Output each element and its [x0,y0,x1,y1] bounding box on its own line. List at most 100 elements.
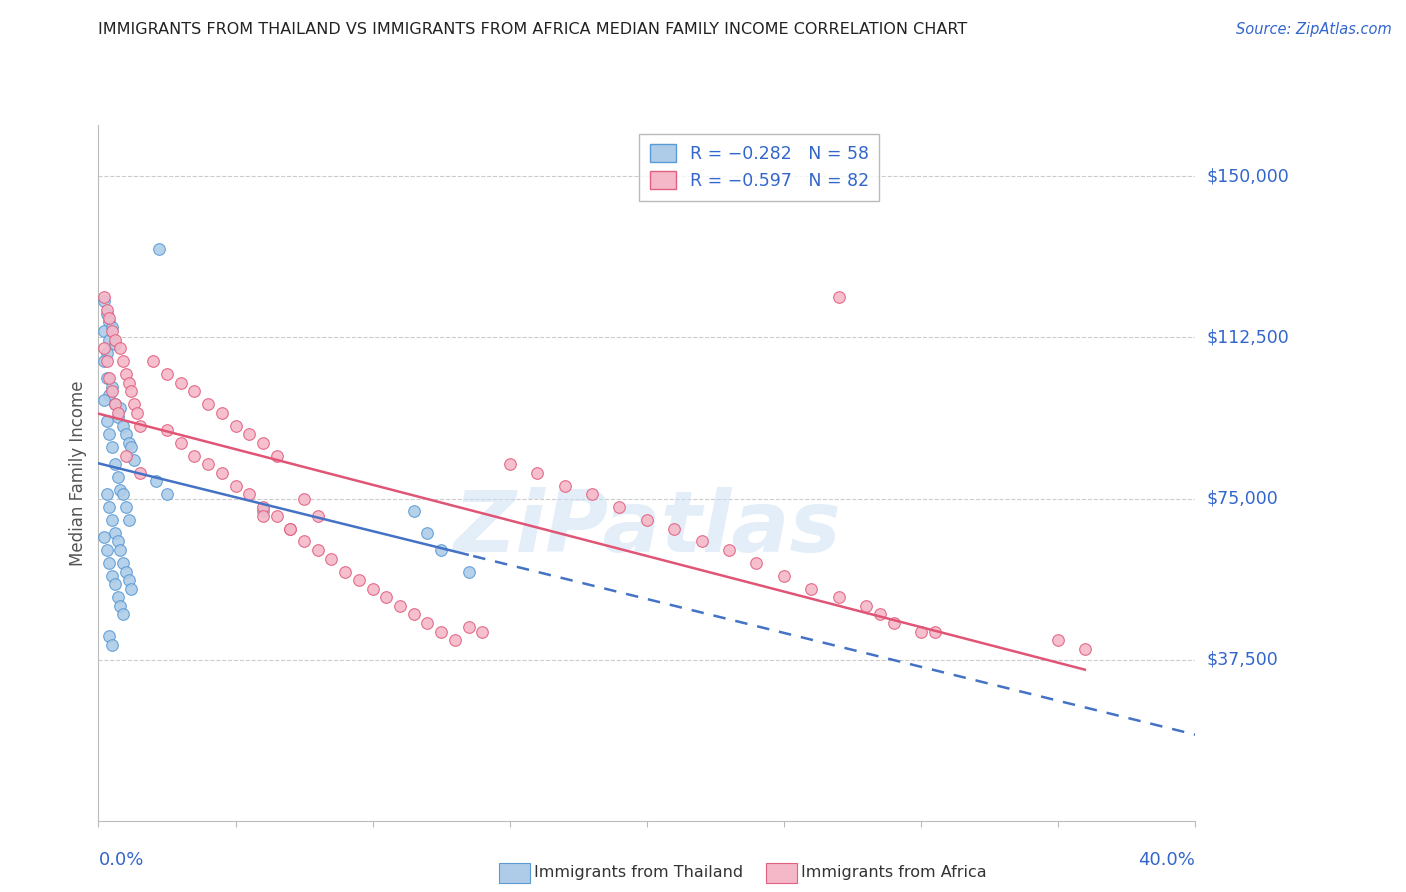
Point [104,333,127,347]
Point [924,624,946,639]
Point [664,522,686,536]
Point [117,435,139,450]
Point [93,290,115,304]
Point [581,487,603,501]
Point [197,457,219,471]
Point [110,401,132,416]
Point [148,243,170,257]
Point [107,406,129,420]
Point [93,324,115,338]
Point [430,543,453,558]
Point [142,354,165,368]
Point [361,582,384,596]
Point [98,500,121,515]
Point [120,582,142,596]
Point [101,324,124,338]
Point [252,508,274,523]
Point [170,376,193,390]
Point [104,397,127,411]
Point [156,487,179,501]
Point [883,616,905,631]
Point [183,384,205,399]
Point [252,435,274,450]
Point [128,466,150,480]
Y-axis label: Median Family Income: Median Family Income [69,380,87,566]
Point [1074,641,1097,656]
Point [107,534,129,549]
Point [128,418,150,433]
Point [107,470,129,484]
Point [197,397,219,411]
Point [430,624,453,639]
Point [98,311,121,326]
Point [745,556,768,570]
Point [457,620,479,634]
Point [402,504,425,518]
Point [773,569,796,583]
Text: $112,500: $112,500 [1206,328,1289,346]
Point [101,440,124,454]
Point [828,290,851,304]
Point [115,500,138,515]
Text: ZiPatlas: ZiPatlas [453,487,841,570]
Point [96,487,118,501]
Point [98,388,121,402]
Point [96,345,118,359]
Point [1046,633,1070,648]
Point [104,525,127,540]
Point [526,466,548,480]
Text: IMMIGRANTS FROM THAILAND VS IMMIGRANTS FROM AFRICA MEDIAN FAMILY INCOME CORRELAT: IMMIGRANTS FROM THAILAND VS IMMIGRANTS F… [98,22,967,37]
Point [292,491,315,506]
Point [98,427,121,442]
Point [112,487,135,501]
Point [828,591,851,605]
Point [96,371,118,385]
Point [101,513,124,527]
Point [125,406,148,420]
Point [238,427,260,442]
Point [292,534,315,549]
Point [98,315,121,329]
Point [457,565,479,579]
Point [156,423,179,437]
Point [252,504,274,518]
Point [93,530,115,544]
Point [335,565,357,579]
Point [252,500,274,515]
Point [156,367,179,381]
Point [110,341,132,355]
Point [375,591,398,605]
Point [96,414,118,428]
Point [104,457,127,471]
Point [117,513,139,527]
Text: 40.0%: 40.0% [1139,851,1195,869]
Point [93,354,115,368]
Point [101,380,124,394]
Point [225,418,247,433]
Point [104,337,127,351]
Point [280,522,302,536]
Point [117,573,139,587]
Text: Immigrants from Thailand: Immigrants from Thailand [534,865,744,880]
Point [122,453,145,467]
Point [554,478,576,492]
Point [98,556,121,570]
Text: Immigrants from Africa: Immigrants from Africa [801,865,987,880]
Point [211,466,233,480]
Point [122,397,145,411]
Point [444,633,467,648]
Point [307,508,329,523]
Point [107,591,129,605]
Point [98,333,121,347]
Point [93,293,115,308]
Point [98,371,121,385]
Point [225,478,247,492]
Point [101,384,124,399]
Point [112,418,135,433]
Point [266,508,288,523]
Point [170,435,193,450]
Point [416,525,439,540]
Point [183,449,205,463]
Point [145,475,167,489]
Point [307,543,329,558]
